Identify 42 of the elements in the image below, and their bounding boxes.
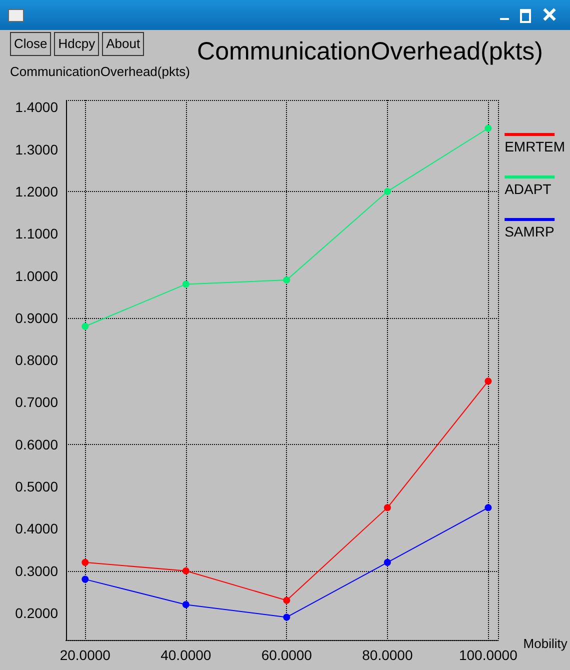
legend-label: SAMRP bbox=[504, 224, 554, 240]
x-tick-label: 60.0000 bbox=[261, 647, 312, 663]
y-tick-label: 1.3000 bbox=[15, 141, 58, 158]
y-tick-label: 1.4000 bbox=[15, 99, 58, 116]
y-tick-label: 0.2000 bbox=[15, 605, 58, 622]
y-tick-label: 1.1000 bbox=[15, 226, 58, 242]
y-tick-label: 0.7000 bbox=[15, 394, 58, 410]
x-tick-label: 20.0000 bbox=[60, 647, 111, 663]
point bbox=[82, 576, 89, 583]
y-tick-label: 1.0000 bbox=[15, 268, 58, 284]
chart-title: CommunicationOverhead(pkts) bbox=[197, 38, 544, 66]
y-tick-label: 0.6000 bbox=[15, 436, 58, 452]
point bbox=[182, 601, 190, 608]
y-tick-label: 0.8000 bbox=[15, 352, 58, 368]
point bbox=[182, 567, 190, 574]
x-axis-title: Mobility bbox=[523, 636, 568, 651]
y-tick-label: 1.2000 bbox=[15, 183, 58, 200]
legend-label: ADAPT bbox=[504, 181, 552, 197]
point bbox=[82, 322, 89, 330]
y-tick-label: 0.3000 bbox=[15, 562, 58, 579]
legend-label: EMRTEM bbox=[504, 138, 566, 154]
point bbox=[384, 558, 391, 566]
point bbox=[182, 280, 190, 288]
point bbox=[283, 276, 290, 284]
point bbox=[283, 614, 290, 621]
y-tick-label: 0.4000 bbox=[15, 520, 58, 537]
x-tick-label: 40.0000 bbox=[160, 647, 212, 663]
x-tick-label: 100.0000 bbox=[458, 647, 518, 663]
y-tick-label: 0.5000 bbox=[15, 478, 58, 495]
point bbox=[82, 558, 89, 566]
point bbox=[484, 504, 492, 512]
text: Close bbox=[10, 32, 52, 56]
point bbox=[283, 596, 290, 604]
point bbox=[384, 188, 391, 195]
point bbox=[484, 378, 492, 385]
text: About bbox=[102, 32, 144, 56]
point bbox=[484, 124, 492, 132]
y-axis-title: CommunicationOverhead(pkts) bbox=[10, 64, 190, 79]
y-tick-label: 0.9000 bbox=[15, 310, 58, 326]
x-tick-label: 80.0000 bbox=[362, 647, 413, 663]
text: Hdcpy bbox=[54, 32, 100, 56]
point bbox=[384, 504, 391, 512]
